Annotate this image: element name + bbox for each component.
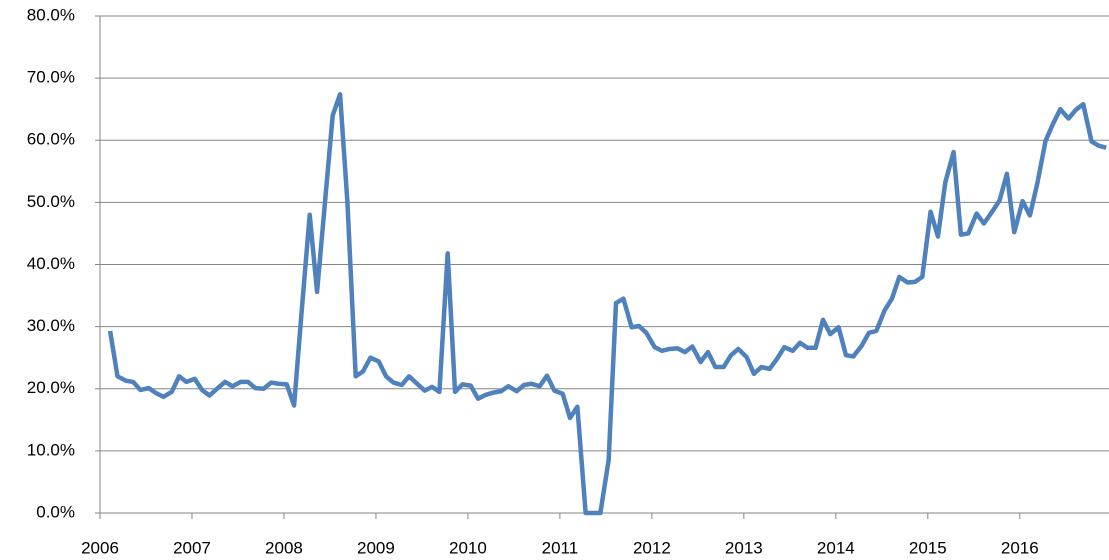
x-tick-label: 2013 bbox=[725, 538, 763, 557]
y-tick-label: 0.0% bbox=[36, 502, 75, 521]
x-tick-label: 2010 bbox=[449, 538, 487, 557]
x-tick-label: 2008 bbox=[265, 538, 303, 557]
y-tick-label: 80.0% bbox=[27, 5, 75, 24]
x-tick-label: 2012 bbox=[633, 538, 671, 557]
y-tick-label: 40.0% bbox=[27, 254, 75, 273]
y-tick-label: 70.0% bbox=[27, 68, 75, 87]
x-tick-label: 2015 bbox=[909, 538, 947, 557]
y-tick-label: 50.0% bbox=[27, 192, 75, 211]
y-tick-label: 30.0% bbox=[27, 316, 75, 335]
x-tick-label: 2016 bbox=[1001, 538, 1039, 557]
x-tick-label: 2011 bbox=[542, 538, 579, 557]
data-line bbox=[107, 92, 1107, 516]
y-tick-label: 20.0% bbox=[27, 378, 75, 397]
x-tick-label: 2009 bbox=[357, 538, 395, 557]
x-tick-label: 2014 bbox=[817, 538, 855, 557]
x-tick-label: 2007 bbox=[173, 538, 211, 557]
y-tick-label: 10.0% bbox=[27, 440, 75, 459]
x-tick-label: 2006 bbox=[81, 538, 119, 557]
y-tick-label: 60.0% bbox=[27, 130, 75, 149]
